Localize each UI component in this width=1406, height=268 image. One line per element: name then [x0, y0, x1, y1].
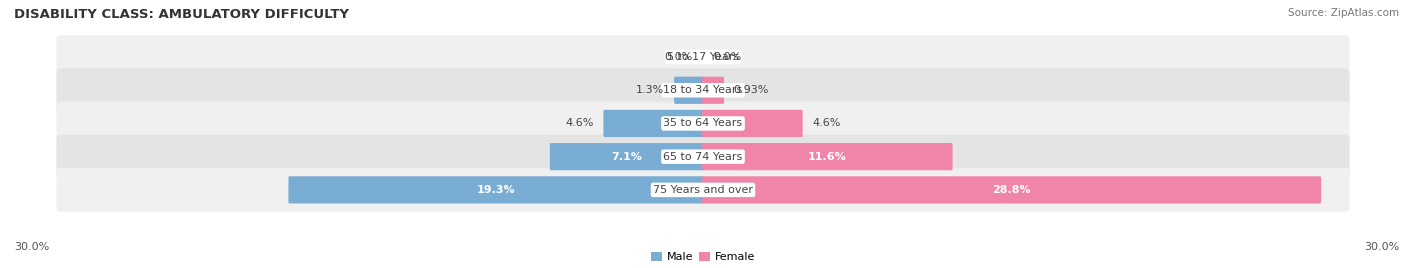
Text: Source: ZipAtlas.com: Source: ZipAtlas.com	[1288, 8, 1399, 18]
Text: 7.1%: 7.1%	[612, 152, 643, 162]
FancyBboxPatch shape	[702, 110, 803, 137]
Text: DISABILITY CLASS: AMBULATORY DIFFICULTY: DISABILITY CLASS: AMBULATORY DIFFICULTY	[14, 8, 349, 21]
FancyBboxPatch shape	[550, 143, 704, 170]
FancyBboxPatch shape	[288, 176, 704, 203]
Legend: Male, Female: Male, Female	[647, 247, 759, 267]
Text: 28.8%: 28.8%	[993, 185, 1031, 195]
Text: 4.6%: 4.6%	[565, 118, 593, 128]
FancyBboxPatch shape	[702, 143, 953, 170]
Text: 0.0%: 0.0%	[664, 52, 692, 62]
FancyBboxPatch shape	[56, 102, 1350, 145]
Text: 1.3%: 1.3%	[636, 85, 665, 95]
Text: 11.6%: 11.6%	[808, 152, 846, 162]
Text: 35 to 64 Years: 35 to 64 Years	[664, 118, 742, 128]
Text: 5 to 17 Years: 5 to 17 Years	[666, 52, 740, 62]
FancyBboxPatch shape	[56, 135, 1350, 178]
Text: 4.6%: 4.6%	[813, 118, 841, 128]
Text: 75 Years and over: 75 Years and over	[652, 185, 754, 195]
Text: 30.0%: 30.0%	[1364, 242, 1399, 252]
FancyBboxPatch shape	[702, 176, 1322, 203]
FancyBboxPatch shape	[56, 35, 1350, 79]
FancyBboxPatch shape	[673, 77, 704, 104]
Text: 19.3%: 19.3%	[477, 185, 516, 195]
FancyBboxPatch shape	[56, 168, 1350, 212]
Text: 0.93%: 0.93%	[734, 85, 769, 95]
Text: 65 to 74 Years: 65 to 74 Years	[664, 152, 742, 162]
FancyBboxPatch shape	[603, 110, 704, 137]
Text: 18 to 34 Years: 18 to 34 Years	[664, 85, 742, 95]
Text: 30.0%: 30.0%	[14, 242, 49, 252]
FancyBboxPatch shape	[702, 77, 724, 104]
FancyBboxPatch shape	[56, 68, 1350, 112]
Text: 0.0%: 0.0%	[714, 52, 742, 62]
